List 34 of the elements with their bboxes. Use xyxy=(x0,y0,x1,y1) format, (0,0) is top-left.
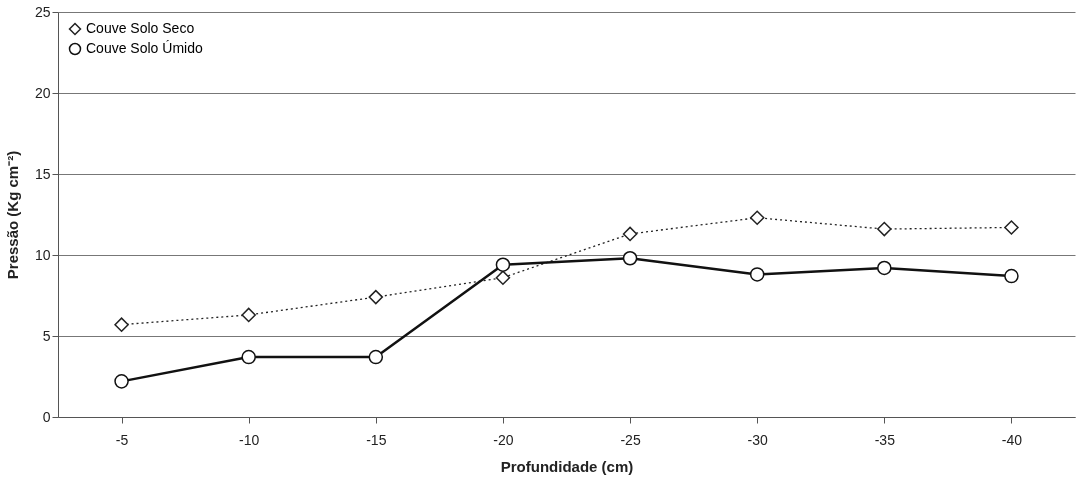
point xyxy=(622,250,638,266)
y-axis-title: Pressão (Kg cm⁻²) xyxy=(3,150,21,280)
x-tick-label: -20 xyxy=(493,431,514,448)
y-tick-label: 5 xyxy=(42,327,51,344)
point xyxy=(877,260,892,276)
point xyxy=(622,226,638,242)
x-tick-label: -5 xyxy=(115,431,129,448)
point xyxy=(241,307,256,323)
point xyxy=(495,270,511,285)
x-tick-label: -40 xyxy=(1001,431,1023,448)
y-tick-label: 20 xyxy=(34,84,51,101)
point xyxy=(368,349,384,365)
point xyxy=(877,221,892,237)
point xyxy=(368,289,384,305)
legend-label: Couve Solo Seco xyxy=(86,20,195,36)
x-axis-title: Profundidade (cm) xyxy=(500,457,634,475)
x-tick-label: -30 xyxy=(747,431,769,448)
y-tick-label: 0 xyxy=(42,408,51,425)
legend-label: Couve Solo Úmido xyxy=(86,40,203,56)
y-tick-label: 25 xyxy=(34,3,51,20)
y-tick-label: 10 xyxy=(34,246,51,263)
point xyxy=(114,374,129,389)
x-tick-label: -10 xyxy=(239,431,260,448)
x-tick-label: -35 xyxy=(874,431,896,448)
point xyxy=(749,210,765,226)
point xyxy=(114,317,129,332)
point xyxy=(241,349,256,365)
point xyxy=(495,257,511,272)
x-tick-label: -25 xyxy=(620,431,641,448)
point xyxy=(749,267,765,282)
x-tick-label: -15 xyxy=(366,431,387,448)
point xyxy=(1004,268,1019,284)
point xyxy=(1004,220,1019,235)
y-tick-label: 15 xyxy=(34,165,51,182)
